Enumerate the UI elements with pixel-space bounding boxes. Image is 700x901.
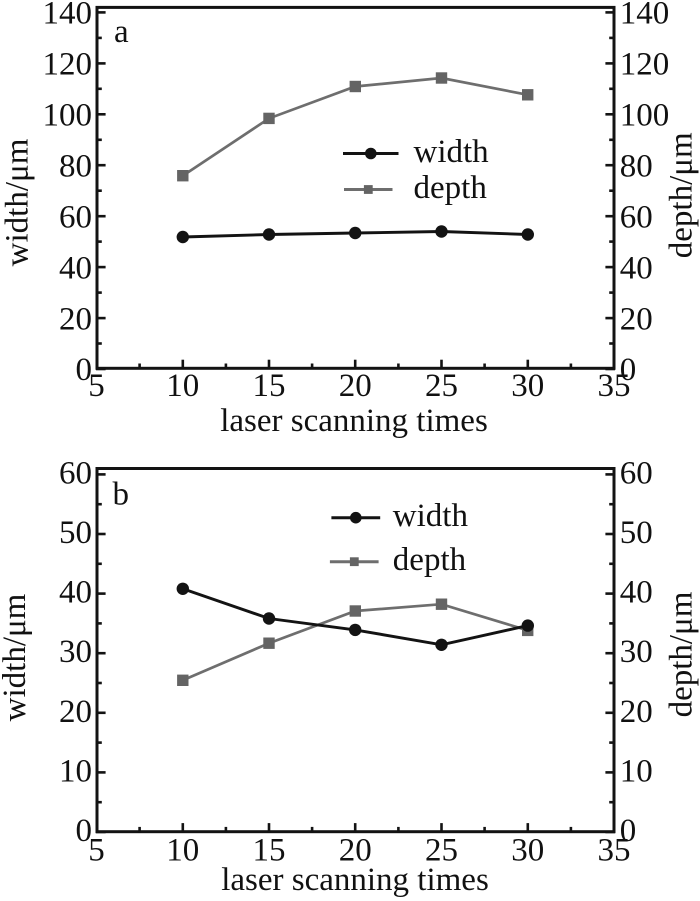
svg-text:60: 60 [620,455,653,491]
svg-text:15: 15 [253,368,286,404]
svg-text:0: 0 [76,813,93,849]
svg-text:5: 5 [88,833,105,869]
svg-text:15: 15 [253,833,286,869]
svg-text:width/μm: width/μm [0,593,33,721]
svg-text:30: 30 [511,368,544,404]
svg-text:40: 40 [59,575,92,611]
svg-text:30: 30 [511,833,544,869]
svg-text:width: width [414,134,490,170]
svg-text:40: 40 [620,250,653,286]
svg-text:depth: depth [393,542,467,578]
svg-text:depth/μm: depth/μm [663,591,699,717]
svg-text:40: 40 [59,250,92,286]
svg-text:20: 20 [59,694,92,730]
svg-text:0: 0 [76,352,93,388]
svg-text:35: 35 [598,368,631,404]
svg-text:40: 40 [620,575,653,611]
svg-text:60: 60 [59,455,92,491]
svg-text:a: a [114,14,129,50]
svg-text:20: 20 [339,833,372,869]
svg-text:80: 80 [59,148,92,184]
svg-text:30: 30 [59,634,92,670]
svg-text:b: b [113,477,130,513]
svg-text:width: width [393,498,469,534]
svg-text:20: 20 [620,694,653,730]
svg-text:laser scanning times: laser scanning times [221,862,489,898]
svg-text:10: 10 [620,753,653,789]
svg-text:60: 60 [620,199,653,235]
svg-text:depth: depth [414,170,488,206]
svg-text:10: 10 [166,368,199,404]
svg-text:80: 80 [620,148,653,184]
svg-text:50: 50 [59,515,92,551]
svg-text:100: 100 [620,98,670,134]
svg-text:35: 35 [598,833,631,869]
svg-text:10: 10 [166,833,199,869]
svg-text:60: 60 [59,199,92,235]
svg-text:0: 0 [620,813,637,849]
svg-text:0: 0 [620,352,637,388]
svg-text:20: 20 [339,368,372,404]
svg-text:30: 30 [620,634,653,670]
svg-text:depth/μm: depth/μm [664,132,700,258]
svg-text:5: 5 [88,368,105,404]
svg-text:20: 20 [59,301,92,337]
svg-text:25: 25 [425,368,458,404]
svg-text:100: 100 [43,98,93,134]
svg-text:laser scanning times: laser scanning times [220,403,488,439]
svg-text:25: 25 [425,833,458,869]
svg-text:120: 120 [43,47,93,83]
svg-text:140: 140 [620,0,670,32]
svg-text:140: 140 [43,0,93,32]
svg-text:120: 120 [620,47,670,83]
svg-text:20: 20 [620,301,653,337]
svg-text:width/μm: width/μm [0,138,35,266]
svg-text:10: 10 [59,753,92,789]
svg-text:50: 50 [620,515,653,551]
